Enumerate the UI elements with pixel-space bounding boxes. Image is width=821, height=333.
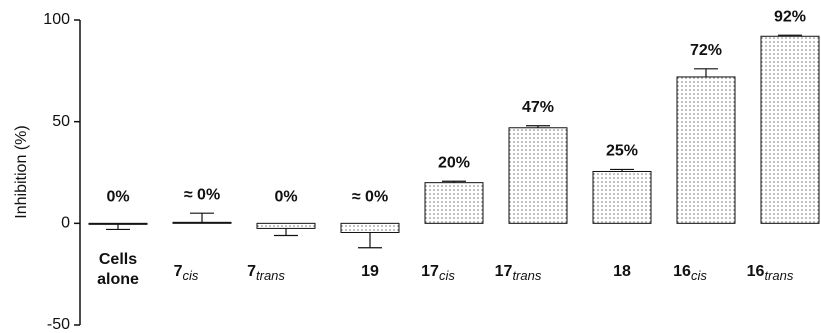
x-tick-label: 18 — [613, 263, 631, 280]
label-line: Cells — [99, 251, 137, 268]
annotation: 0% — [106, 189, 129, 206]
label-subscript: cis — [183, 268, 199, 283]
annotation: 25% — [606, 143, 638, 160]
annotation: 0% — [274, 189, 297, 206]
label-line: alone — [97, 271, 139, 288]
y-tick-label: 50 — [52, 113, 70, 130]
error-bar — [778, 34, 802, 37]
label-subscript: trans — [764, 268, 793, 283]
label-subscript: trans — [512, 268, 541, 283]
annotation: 72% — [690, 42, 722, 59]
bar — [256, 222, 316, 229]
label-subscript: cis — [691, 268, 707, 283]
x-tick-label: 19 — [361, 263, 379, 280]
label-line: 18 — [613, 263, 631, 280]
bar — [508, 127, 568, 224]
error-bar — [526, 125, 550, 128]
error-bar — [358, 232, 382, 249]
label-line: 19 — [361, 263, 379, 280]
bar — [340, 222, 400, 233]
annotation: 47% — [522, 99, 554, 116]
x-tick-label: 17trans — [495, 263, 542, 283]
y-tick-label: 100 — [43, 11, 70, 28]
x-tick-label: 17cis — [421, 263, 455, 283]
label-line: 7 — [247, 263, 256, 280]
annotation: ≈ 0% — [184, 186, 220, 203]
label-line: 16 — [747, 263, 765, 280]
annotation: 92% — [774, 8, 806, 25]
label-line: 17 — [421, 263, 439, 280]
error-bar — [694, 68, 718, 77]
annotation: 20% — [438, 154, 470, 171]
label-subscript: cis — [439, 268, 455, 283]
bar — [88, 222, 148, 225]
y-tick-label: 0 — [61, 215, 70, 232]
error-bar — [190, 212, 214, 223]
x-tick-label: Cells alone — [97, 251, 139, 288]
label-subscript: trans — [256, 268, 285, 283]
label-line: 16 — [673, 263, 691, 280]
error-bar — [610, 168, 634, 172]
error-bar — [274, 228, 298, 237]
x-tick-label: 7cis — [174, 263, 199, 283]
bar — [676, 76, 736, 224]
error-bar — [106, 224, 130, 231]
annotation: ≈ 0% — [352, 189, 388, 206]
x-tick-label: 16trans — [747, 263, 794, 283]
x-tick-label: 16cis — [673, 263, 707, 283]
bar — [424, 182, 484, 224]
y-tick-label: -50 — [47, 316, 70, 333]
label-line: 7 — [174, 263, 183, 280]
bar — [592, 170, 652, 224]
label-line: 17 — [495, 263, 513, 280]
x-tick-label: 7trans — [247, 263, 285, 283]
bar — [760, 35, 820, 224]
y-axis-label: Inhibition (%) — [13, 125, 30, 218]
bar — [172, 221, 232, 224]
error-bar — [442, 180, 466, 183]
